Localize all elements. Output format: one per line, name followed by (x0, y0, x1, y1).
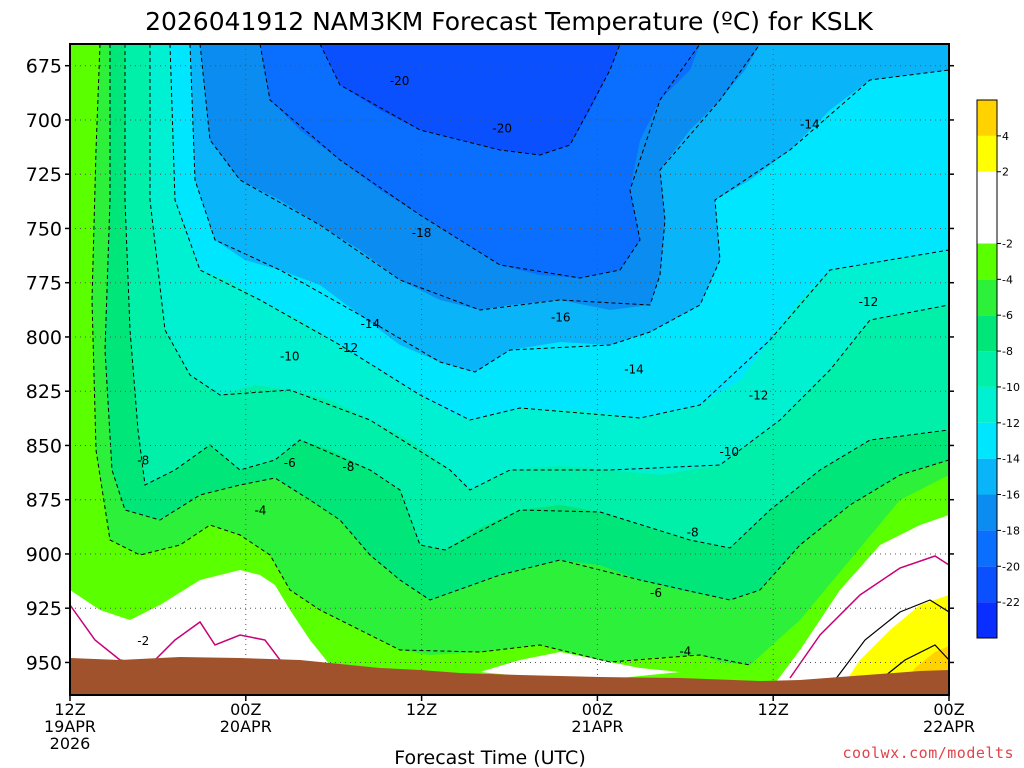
contour-label: -2 (137, 634, 149, 648)
x-tick-label: 00Z (582, 700, 613, 719)
contour-label: -4 (679, 645, 691, 659)
x-tick-label: 00Z (933, 700, 964, 719)
x-tick-label: 21APR (571, 717, 623, 736)
freezing-line (70, 604, 301, 666)
credit-text: coolwx.com/modelts (842, 744, 1014, 762)
contour-label: -12 (339, 341, 359, 355)
terrain (70, 657, 949, 695)
x-tick-label: 19APR (44, 717, 96, 736)
x-tick-label: 20APR (220, 717, 272, 736)
colorbar-label: 2 (1002, 166, 1009, 179)
contour-label: -6 (284, 456, 296, 470)
contour-label: -10 (719, 445, 739, 459)
colorbar-bin (977, 279, 997, 316)
y-tick-label: 700 (26, 110, 62, 132)
colorbar-bin (977, 100, 997, 136)
plus2-isotherm (834, 599, 949, 681)
contour-label: -4 (254, 504, 266, 518)
colorbar-bin (977, 315, 997, 352)
y-tick-label: 800 (26, 327, 62, 349)
x-axis-label: Forecast Time (UTC) (394, 747, 585, 768)
band-minus2-plus2-midday (480, 652, 680, 678)
colorbar-bin (977, 530, 997, 567)
y-tick-label: 825 (26, 381, 62, 403)
grid (70, 44, 949, 695)
y-tick-label: 675 (26, 56, 62, 78)
contour-label: -16 (551, 310, 571, 324)
colorbar-bin (977, 602, 997, 638)
y-tick-label: 875 (26, 490, 62, 512)
colorbar-label: -6 (1002, 309, 1013, 322)
colorbar-label: 4 (1002, 130, 1009, 143)
contour-label: -8 (342, 460, 354, 474)
chart-title: 2026041912 NAM3KM Forecast Temperature (… (145, 7, 873, 36)
contour-label: -6 (650, 586, 662, 600)
colorbar-label: -20 (1002, 560, 1020, 573)
x-tick-label: 22APR (923, 717, 975, 736)
x-tick-label: 12Z (54, 700, 85, 719)
y-tick-label: 950 (26, 652, 62, 674)
x-tick-label: 2026 (50, 734, 91, 753)
contour-label: -20 (492, 122, 512, 136)
x-tick-label: 12Z (758, 700, 789, 719)
colorbar-label: -2 (1002, 237, 1013, 250)
colorbar-bin (977, 171, 997, 244)
y-tick-label: 725 (26, 164, 62, 186)
colorbar-frame (976, 99, 998, 639)
colorbar-label: -12 (1002, 417, 1020, 430)
plot-frame (69, 43, 950, 696)
plus4-isotherm (879, 644, 949, 681)
contour-label: -18 (412, 226, 432, 240)
contour-label: -14 (800, 117, 820, 131)
contour-label: -14 (361, 317, 381, 331)
contour-label: -8 (137, 454, 149, 468)
y-tick-label: 900 (26, 544, 62, 566)
contour-label: -20 (390, 74, 410, 88)
colorbar-bin (977, 351, 997, 387)
colorbar-bin (977, 458, 997, 495)
contour-label: -14 (624, 363, 644, 377)
colorbar-bin (977, 494, 997, 531)
contour-label: -12 (749, 389, 769, 403)
colorbar-bin (977, 566, 997, 603)
colorbar-label: -10 (1002, 381, 1020, 394)
plot-area: -20-20 -14-18-16-14-12-12-10-14-12-10-8 -6… (70, 44, 949, 695)
colorbar-label: -16 (1002, 489, 1020, 502)
contour-label: -10 (280, 349, 300, 363)
colorbar-label: -22 (1002, 596, 1020, 609)
y-tick-label: 925 (26, 598, 62, 620)
contour-label: -12 (859, 295, 879, 309)
colorbar-bin (977, 243, 997, 280)
band-minus22-minus20 (320, 44, 620, 155)
x-tick-label: 00Z (230, 700, 261, 719)
colorbar-bin (977, 386, 997, 423)
colorbar-label: -18 (1002, 524, 1020, 537)
colorbar-label: -14 (1002, 453, 1020, 466)
y-tick-label: 850 (26, 435, 62, 457)
colorbar-bin (977, 422, 997, 459)
x-tick-label: 12Z (406, 700, 437, 719)
contour-lines (91, 44, 949, 666)
y-tick-label: 750 (26, 218, 62, 240)
contour-label: -8 (687, 525, 699, 539)
colorbar-bin (977, 135, 997, 172)
colorbar-label: -8 (1002, 345, 1013, 358)
y-axis: 675 700 725 750 775 800 825 850 875 900 925 950 (26, 56, 954, 674)
y-tick-label: 775 (26, 273, 62, 295)
freezing-line-late (789, 555, 949, 679)
colorbar: 4 2 -2 -4 -6 -8 -10 -12 -14 -16 -18 -20 -22 (976, 99, 1020, 639)
contour-labels: -20-20 -14-18-16-14-12-12-10-14-12-10-8 -6… (137, 74, 878, 659)
colorbar-label: -4 (1002, 273, 1013, 286)
